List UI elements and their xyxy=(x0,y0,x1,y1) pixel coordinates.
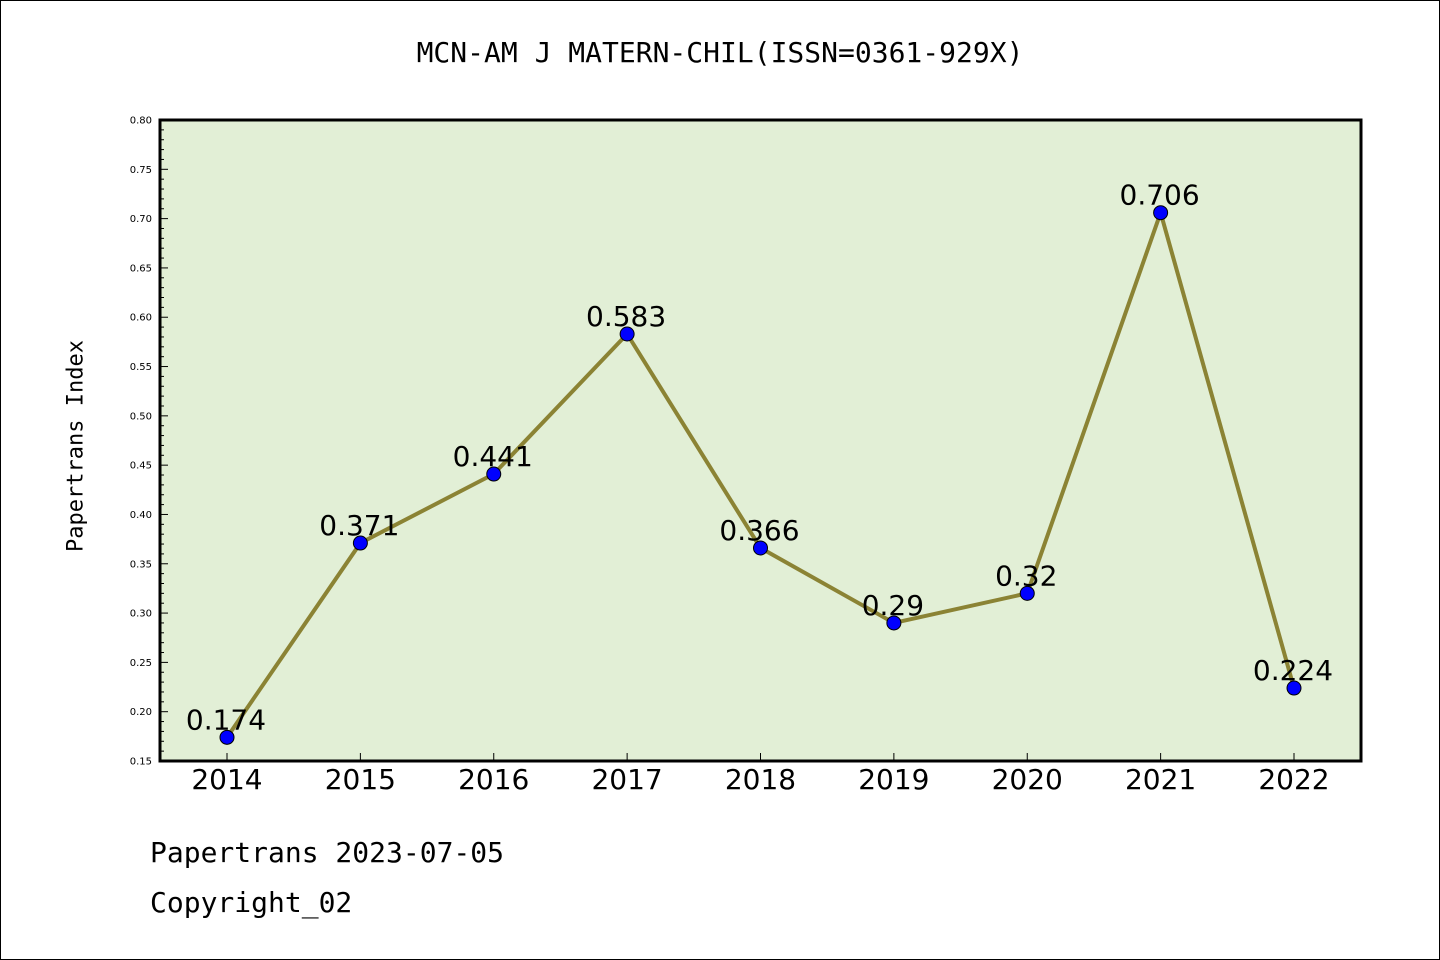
data-point xyxy=(1286,680,1302,696)
data-label: 0.706 xyxy=(1120,179,1200,212)
y-tick-label: 0.25 xyxy=(130,658,152,669)
data-point xyxy=(1153,205,1169,221)
y-tick-label: 0.45 xyxy=(130,461,152,472)
y-tick-label: 0.80 xyxy=(130,116,152,127)
data-label: 0.224 xyxy=(1253,654,1333,687)
data-point xyxy=(352,535,368,551)
x-tick-label: 2016 xyxy=(458,763,529,796)
data-point xyxy=(219,729,235,745)
y-tick-label: 0.50 xyxy=(130,411,152,422)
x-tick-label: 2017 xyxy=(591,763,662,796)
data-point xyxy=(619,326,635,342)
y-tick-label: 0.15 xyxy=(130,757,152,768)
y-tick-label: 0.35 xyxy=(130,559,152,570)
y-tick-label: 0.60 xyxy=(130,313,152,324)
x-tick-label: 2020 xyxy=(992,763,1063,796)
data-point xyxy=(486,466,502,482)
y-tick-label: 0.40 xyxy=(130,510,152,521)
y-tick-label: 0.30 xyxy=(130,609,152,620)
data-label: 0.371 xyxy=(319,509,399,542)
y-tick-label: 0.20 xyxy=(130,707,152,718)
x-tick-label: 2021 xyxy=(1125,763,1196,796)
data-label: 0.32 xyxy=(995,559,1057,592)
data-point xyxy=(753,540,768,556)
x-tick-label: 2014 xyxy=(191,763,262,796)
x-tick-label: 2018 xyxy=(725,763,796,796)
y-tick-label: 0.65 xyxy=(130,263,152,274)
y-tick-label: 0.75 xyxy=(130,165,152,176)
data-label: 0.366 xyxy=(719,514,799,547)
data-label: 0.441 xyxy=(453,440,533,473)
data-label: 0.583 xyxy=(586,300,666,333)
series-markers xyxy=(219,205,1302,745)
data-point xyxy=(886,615,902,631)
chart-title: MCN-AM J MATERN-CHIL(ISSN=0361-929X) xyxy=(416,36,1024,69)
data-labels: 0.174 0.371 0.441 0.583 0.366 0.29 0.32 0.706 0.… xyxy=(186,179,1333,737)
x-tick-label: 2015 xyxy=(325,763,396,796)
data-label: 0.29 xyxy=(862,589,924,622)
y-tick-label: 0.70 xyxy=(130,214,152,225)
x-tick-label: 2019 xyxy=(858,763,929,796)
data-label: 0.174 xyxy=(186,703,266,736)
plot-area xyxy=(158,118,1363,763)
x-tick-label: 2022 xyxy=(1258,763,1329,796)
x-axis-ticks: 2014 2015 2016 2017 2018 2019 2020 2021 2022 xyxy=(191,753,1330,796)
footer-copyright: Copyright_02 xyxy=(150,886,353,919)
data-point xyxy=(1019,585,1035,601)
y-tick-label: 0.55 xyxy=(130,362,152,373)
footer-date: Papertrans 2023-07-05 xyxy=(150,836,505,869)
y-axis-ticks: 0.15 0.20 0.25 0.30 0.35 0.40 0.45 0.50 0.55 0.60… xyxy=(130,116,168,768)
